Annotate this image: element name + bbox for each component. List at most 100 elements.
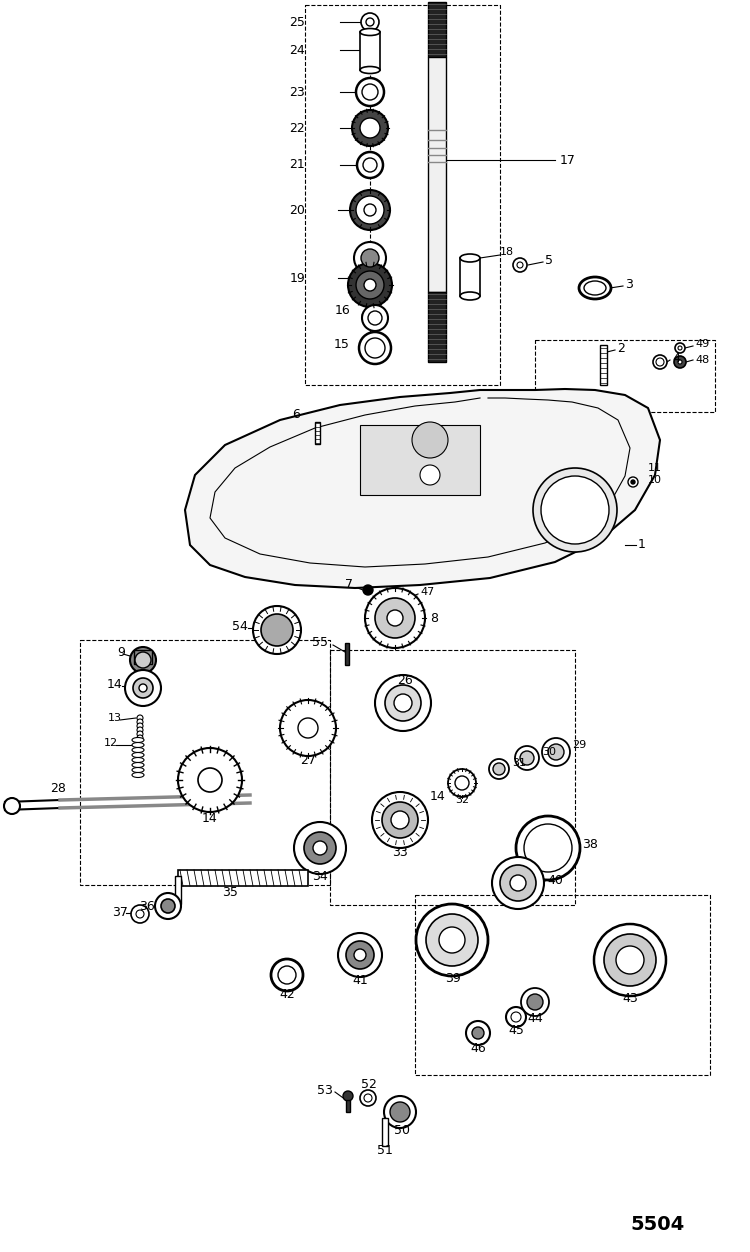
Circle shape	[361, 249, 379, 267]
Bar	[175, 876, 181, 904]
Circle shape	[137, 715, 143, 721]
Circle shape	[161, 899, 175, 913]
Text: 48: 48	[695, 356, 709, 366]
Circle shape	[365, 588, 425, 649]
Circle shape	[363, 158, 377, 172]
Circle shape	[520, 751, 534, 765]
Circle shape	[604, 934, 656, 987]
Text: 4: 4	[672, 352, 680, 364]
Circle shape	[387, 610, 403, 626]
Bar	[428, 292, 446, 362]
Circle shape	[541, 476, 609, 545]
Ellipse shape	[360, 66, 380, 74]
Circle shape	[390, 1102, 410, 1122]
Circle shape	[678, 361, 682, 364]
Circle shape	[366, 18, 374, 26]
Circle shape	[492, 858, 544, 909]
Circle shape	[439, 926, 465, 953]
Circle shape	[136, 910, 144, 918]
Circle shape	[524, 824, 572, 871]
Text: 14: 14	[202, 811, 217, 825]
Circle shape	[338, 933, 382, 977]
Circle shape	[346, 942, 374, 969]
Text: 17: 17	[560, 154, 576, 167]
Ellipse shape	[132, 747, 144, 752]
Circle shape	[653, 356, 667, 369]
Circle shape	[364, 1094, 372, 1102]
Text: 35: 35	[222, 885, 238, 899]
Text: 9: 9	[117, 646, 125, 659]
Text: 34: 34	[312, 869, 328, 883]
Text: 5: 5	[545, 253, 553, 267]
Circle shape	[137, 731, 143, 737]
Ellipse shape	[132, 742, 144, 747]
Circle shape	[616, 947, 644, 974]
Circle shape	[361, 13, 379, 31]
Circle shape	[455, 776, 469, 790]
Polygon shape	[185, 389, 660, 588]
Circle shape	[448, 769, 476, 798]
Ellipse shape	[460, 254, 480, 262]
Circle shape	[472, 1027, 484, 1039]
Circle shape	[493, 762, 505, 775]
Circle shape	[125, 670, 161, 706]
Circle shape	[131, 905, 149, 923]
Text: 53: 53	[317, 1083, 333, 1097]
Text: 1: 1	[638, 538, 646, 551]
Ellipse shape	[360, 29, 380, 35]
Text: 21: 21	[290, 159, 305, 172]
Circle shape	[137, 719, 143, 725]
Circle shape	[137, 735, 143, 741]
Circle shape	[135, 652, 151, 669]
Circle shape	[527, 994, 543, 1010]
Circle shape	[420, 464, 440, 485]
Circle shape	[357, 151, 383, 178]
Text: 30: 30	[542, 747, 556, 757]
Circle shape	[516, 816, 580, 880]
Circle shape	[678, 346, 682, 351]
Text: 37: 37	[112, 906, 128, 919]
Text: 54: 54	[232, 620, 248, 632]
Ellipse shape	[132, 767, 144, 772]
Circle shape	[372, 793, 428, 848]
Bar	[134, 650, 152, 664]
Circle shape	[133, 679, 153, 699]
Ellipse shape	[132, 772, 144, 777]
Circle shape	[363, 585, 373, 595]
Circle shape	[375, 598, 415, 639]
Text: 29: 29	[572, 740, 586, 750]
Text: 3: 3	[625, 278, 633, 292]
Ellipse shape	[132, 752, 144, 757]
Text: 38: 38	[582, 838, 598, 850]
Text: 10: 10	[648, 475, 662, 485]
Circle shape	[356, 78, 384, 106]
Text: 19: 19	[290, 272, 305, 284]
Ellipse shape	[132, 737, 144, 742]
Circle shape	[362, 305, 388, 331]
Text: 46: 46	[470, 1042, 486, 1054]
Circle shape	[130, 647, 156, 674]
Circle shape	[280, 700, 336, 756]
Text: 13: 13	[108, 712, 122, 722]
Circle shape	[356, 197, 384, 224]
Text: 24: 24	[290, 44, 305, 56]
Circle shape	[412, 422, 448, 458]
Bar	[600, 346, 607, 386]
Text: 45: 45	[508, 1023, 524, 1037]
Circle shape	[343, 1090, 353, 1101]
Circle shape	[354, 242, 386, 274]
Circle shape	[298, 717, 318, 737]
Circle shape	[675, 343, 685, 353]
Circle shape	[139, 684, 147, 692]
Text: 26: 26	[398, 674, 412, 686]
Circle shape	[356, 270, 384, 299]
Text: 20: 20	[290, 204, 305, 217]
Circle shape	[360, 118, 380, 138]
Text: 28: 28	[50, 781, 66, 795]
Circle shape	[521, 988, 549, 1017]
Circle shape	[542, 737, 570, 766]
Circle shape	[506, 1007, 526, 1027]
Circle shape	[352, 110, 388, 146]
Circle shape	[489, 759, 509, 779]
Text: 25: 25	[290, 15, 305, 29]
